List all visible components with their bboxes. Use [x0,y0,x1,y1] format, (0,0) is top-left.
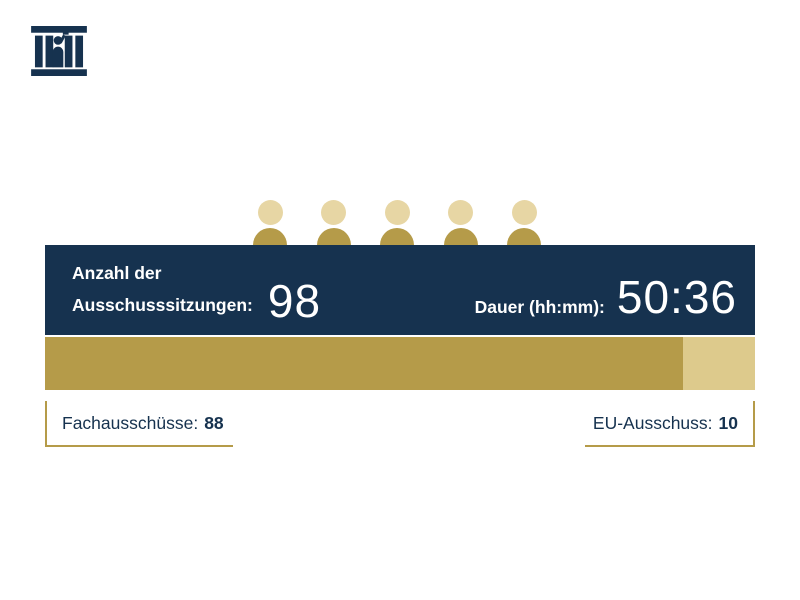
person-head [321,200,346,225]
stacked-bar-chart [45,337,755,390]
legend-eu-ausschuss-value: 10 [718,412,738,433]
person-icon [443,200,479,245]
parliament-building-icon [30,26,88,76]
person-head [448,200,473,225]
stats-bar: Anzahl der Ausschusssitzungen: 98 Dauer … [45,245,755,335]
person-head [384,200,410,225]
person-icon [316,200,352,245]
meetings-label: Anzahl der Ausschusssitzungen: [72,258,253,322]
person-icon [252,200,288,245]
person-torso [507,228,541,245]
person-icon [506,200,542,245]
bar-segment-eu-ausschuss [682,337,755,390]
person-torso [380,228,414,245]
meetings-value: 98 [267,274,322,327]
meetings-label-line2: Ausschusssitzungen: [72,295,253,315]
meetings-label-line1: Anzahl der [72,263,162,284]
bar-segment-fachausschuesse [45,337,683,390]
person-icon [379,200,415,245]
meetings-stat: Anzahl der Ausschusssitzungen: 98 [72,258,322,327]
duration-value: 50:36 [616,270,737,323]
legend-fachausschuesse-value: 88 [204,412,224,433]
person-torso [253,228,287,245]
person-torso [316,228,351,245]
person-head [257,200,283,225]
duration-stat: Dauer (hh:mm): 50:36 [474,270,737,323]
legend-fachausschuesse-label: Fachausschüsse: [62,412,199,433]
person-head [511,200,537,225]
legend-fachausschuesse: Fachausschüsse: 88 [45,401,233,447]
legend-eu-ausschuss: EU-Ausschuss: 10 [585,401,755,447]
person-torso [443,228,478,245]
duration-label: Dauer (hh:mm): [474,296,605,317]
people-row [252,200,542,245]
legend-eu-ausschuss-label: EU-Ausschuss: [592,412,713,433]
